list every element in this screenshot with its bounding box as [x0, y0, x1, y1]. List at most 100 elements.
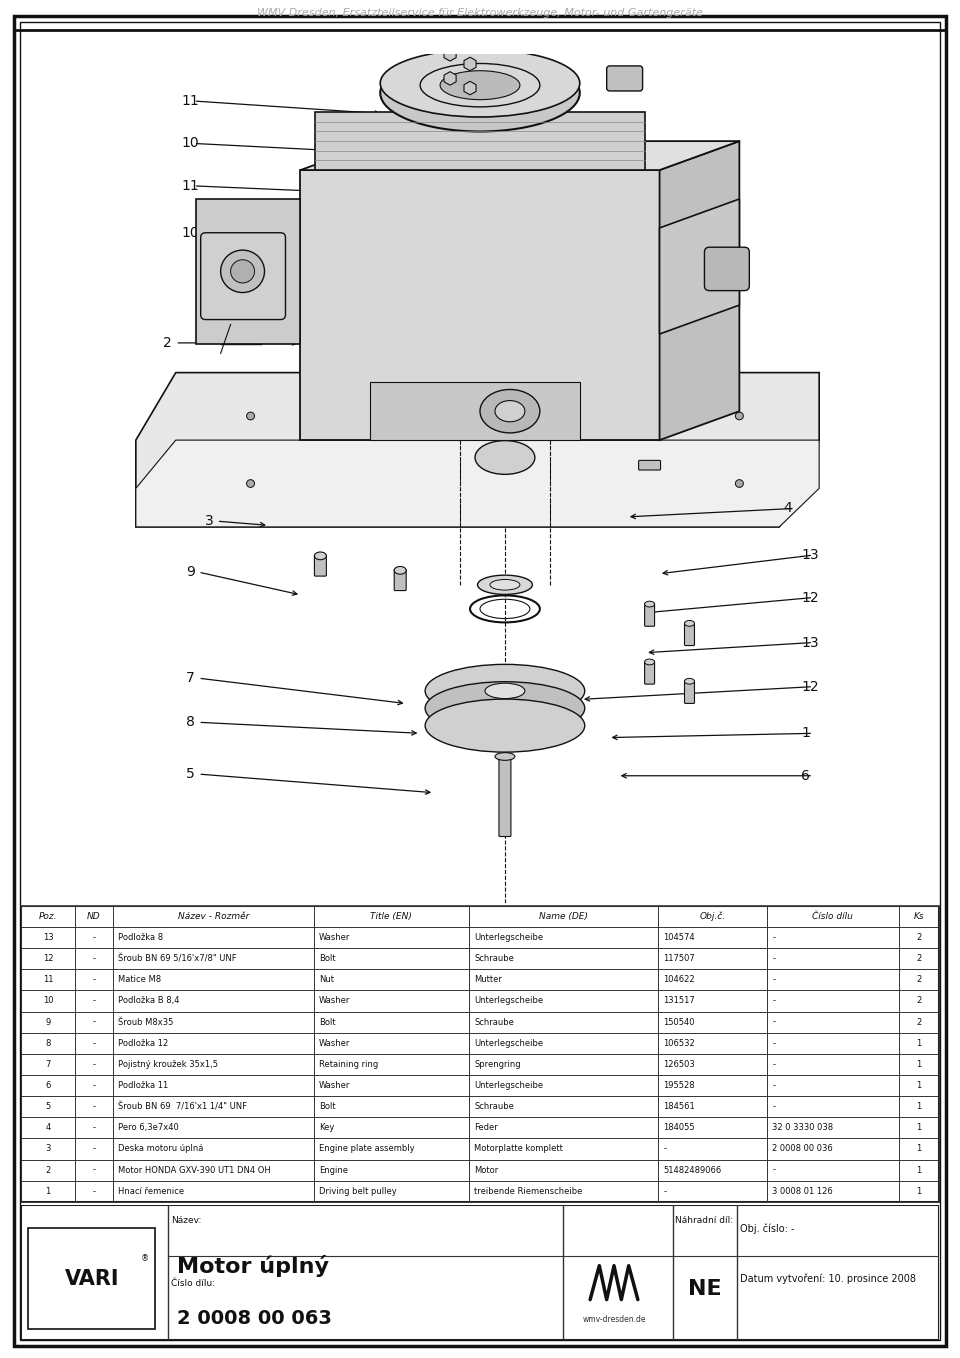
Text: Obj.č.: Obj.č.: [699, 911, 726, 921]
Ellipse shape: [495, 752, 515, 760]
Text: Číslo dílu: Číslo dílu: [812, 911, 853, 921]
Text: -: -: [772, 955, 776, 963]
Text: 1: 1: [916, 1039, 922, 1048]
Text: 10: 10: [181, 136, 200, 151]
Text: 6: 6: [45, 1081, 51, 1090]
Text: 1: 1: [916, 1103, 922, 1111]
Text: Washer: Washer: [319, 997, 350, 1005]
Polygon shape: [196, 200, 300, 344]
FancyBboxPatch shape: [315, 555, 326, 576]
Text: Podložka B 8,4: Podložka B 8,4: [118, 997, 180, 1005]
Text: 1: 1: [916, 1123, 922, 1133]
Text: -: -: [92, 955, 95, 963]
Text: 12: 12: [43, 955, 54, 963]
Text: 11: 11: [181, 179, 200, 193]
Text: Ks: Ks: [914, 911, 924, 921]
Text: Motor úplný: Motor úplný: [178, 1255, 329, 1277]
Text: 3: 3: [45, 1145, 51, 1153]
Text: Schraube: Schraube: [474, 1103, 514, 1111]
Text: Washer: Washer: [319, 1039, 350, 1048]
Circle shape: [230, 259, 254, 282]
Circle shape: [735, 411, 743, 420]
Text: Name (DE): Name (DE): [539, 911, 588, 921]
Text: 1: 1: [916, 1187, 922, 1196]
Text: Schraube: Schraube: [474, 955, 514, 963]
Text: Pojistný kroužek 35x1,5: Pojistný kroužek 35x1,5: [118, 1059, 219, 1069]
Ellipse shape: [644, 659, 655, 665]
Text: 2: 2: [916, 975, 922, 985]
Text: -: -: [92, 1145, 95, 1153]
Text: -: -: [92, 1017, 95, 1027]
Ellipse shape: [440, 71, 520, 99]
Text: Washer: Washer: [319, 933, 350, 942]
Text: Feder: Feder: [474, 1123, 498, 1133]
Text: 106532: 106532: [663, 1039, 695, 1048]
Circle shape: [247, 411, 254, 420]
Text: 2: 2: [916, 1017, 922, 1027]
Text: Číslo dílu:: Číslo dílu:: [171, 1279, 215, 1287]
Polygon shape: [660, 200, 739, 334]
Text: 9: 9: [186, 565, 195, 579]
Text: -: -: [772, 1165, 776, 1175]
Text: Unterlegscheibe: Unterlegscheibe: [474, 997, 543, 1005]
Text: 2: 2: [45, 1165, 51, 1175]
Text: Hnací řemenice: Hnací řemenice: [118, 1187, 184, 1196]
Circle shape: [735, 479, 743, 488]
Text: -: -: [772, 997, 776, 1005]
Text: -: -: [772, 1103, 776, 1111]
Text: 4: 4: [782, 501, 792, 516]
Text: -: -: [92, 1059, 95, 1069]
Text: 195528: 195528: [663, 1081, 695, 1090]
Text: 2: 2: [916, 933, 922, 942]
Text: Washer: Washer: [319, 1081, 350, 1090]
Text: 1: 1: [916, 1165, 922, 1175]
Text: 8: 8: [45, 1039, 51, 1048]
Text: 12: 12: [802, 679, 819, 694]
Text: Poz.: Poz.: [38, 911, 58, 921]
Text: Engine plate assembly: Engine plate assembly: [319, 1145, 415, 1153]
Text: Deska motoru úplná: Deska motoru úplná: [118, 1145, 204, 1153]
Polygon shape: [300, 141, 739, 170]
Text: 126503: 126503: [663, 1059, 695, 1069]
Text: 117507: 117507: [663, 955, 695, 963]
Text: Unterlegscheibe: Unterlegscheibe: [474, 1039, 543, 1048]
Ellipse shape: [425, 682, 585, 735]
Text: 6: 6: [802, 769, 810, 782]
Ellipse shape: [380, 54, 580, 132]
Polygon shape: [316, 113, 644, 170]
Ellipse shape: [684, 621, 694, 626]
Text: Podložka 8: Podložka 8: [118, 933, 163, 942]
Text: -: -: [772, 1039, 776, 1048]
Text: Bolt: Bolt: [319, 1017, 336, 1027]
FancyBboxPatch shape: [607, 67, 642, 91]
Text: 10: 10: [43, 997, 54, 1005]
Text: 9: 9: [45, 1017, 51, 1027]
Text: 184055: 184055: [663, 1123, 695, 1133]
Ellipse shape: [395, 566, 406, 574]
Text: 3: 3: [204, 515, 213, 528]
Text: -: -: [92, 997, 95, 1005]
Ellipse shape: [480, 390, 540, 433]
Text: -: -: [772, 1017, 776, 1027]
Text: 1: 1: [916, 1059, 922, 1069]
Text: Engine: Engine: [319, 1165, 348, 1175]
Text: Náhradní díl:: Náhradní díl:: [676, 1217, 733, 1225]
FancyBboxPatch shape: [644, 603, 655, 626]
Ellipse shape: [477, 576, 533, 595]
FancyBboxPatch shape: [684, 680, 694, 703]
Text: Nut: Nut: [319, 975, 334, 985]
Text: 104622: 104622: [663, 975, 695, 985]
Text: Podložka 12: Podložka 12: [118, 1039, 169, 1048]
Text: Datum vytvoření: 10. prosince 2008: Datum vytvoření: 10. prosince 2008: [740, 1274, 916, 1285]
Ellipse shape: [495, 401, 525, 422]
FancyBboxPatch shape: [705, 247, 750, 291]
Text: -: -: [92, 1039, 95, 1048]
Text: 7: 7: [186, 671, 195, 686]
Text: Bolt: Bolt: [319, 1103, 336, 1111]
Polygon shape: [300, 170, 660, 440]
Ellipse shape: [644, 602, 655, 607]
Polygon shape: [660, 141, 739, 440]
Polygon shape: [464, 81, 476, 95]
Text: 131517: 131517: [663, 997, 695, 1005]
Ellipse shape: [684, 679, 694, 684]
